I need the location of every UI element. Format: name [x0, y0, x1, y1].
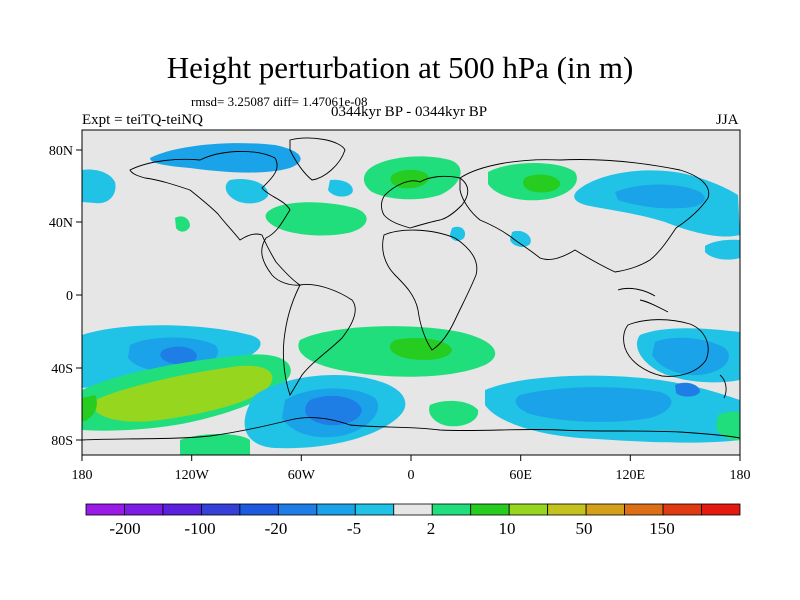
coast-greenland [289, 137, 346, 181]
contour-cyan-epac [705, 239, 740, 260]
lat-ticks [76, 149, 82, 441]
contour-blue-npac [615, 184, 705, 209]
colorbar [85, 503, 741, 516]
colorbar-swatch [277, 503, 318, 516]
colorbar-label: 150 [649, 519, 675, 538]
contour-blue-southern-ocean [515, 387, 672, 422]
colorbar-swatch [124, 503, 164, 516]
contour-green-nam-east [265, 202, 367, 236]
colorbar-swatch [508, 503, 549, 516]
stats-label: rmsd= 3.25087 diff= 1.47061e-08 [191, 94, 368, 109]
lon-tick-label: 60W [288, 468, 316, 483]
lon-tick-label: 180 [72, 468, 93, 483]
colorbar-swatch [547, 503, 587, 516]
coast-indonesia [617, 287, 669, 313]
lon-tick-label: 0 [408, 468, 415, 483]
colorbar-label: -20 [265, 519, 288, 538]
colorbar-swatch [393, 503, 433, 516]
contour-green-antarctic-e [429, 400, 479, 427]
contour-blue-aus-core [675, 382, 700, 397]
season-label: JJA [716, 112, 739, 128]
lat-tick-label: 80S [51, 434, 73, 449]
coast-asia [459, 159, 710, 273]
coast-europe [381, 175, 469, 229]
colorbar-label: 2 [427, 519, 436, 538]
colorbar-swatch [470, 503, 510, 516]
contour-fields [82, 143, 740, 455]
colorbar-swatch [354, 503, 395, 516]
contour-cyan-canada [225, 178, 269, 204]
contour-blue-aus [652, 337, 729, 376]
coast-africa [382, 229, 478, 351]
colorbar-swatch [316, 503, 356, 516]
lat-tick-label: 40N [49, 216, 73, 231]
coast-south-america [282, 284, 356, 397]
colorbar-label: 10 [499, 519, 516, 538]
lon-tick-label: 120E [616, 468, 646, 483]
colorbar-swatch [624, 503, 664, 516]
colorbar-swatch [162, 503, 202, 516]
colorbar-label: -5 [347, 519, 361, 538]
contour-green-siberia-inner [523, 174, 561, 193]
period-label: 0344kyr BP - 0344kyr BP [330, 104, 488, 120]
contour-green-sam-inner [82, 395, 97, 422]
lon-ticks [81, 455, 741, 461]
colorbar-swatch [662, 503, 702, 516]
contour-cyan-atlantic [328, 179, 353, 197]
contour-cyan-arabia [510, 230, 531, 247]
colorbar-label: 50 [576, 519, 593, 538]
colorbar-swatch [85, 503, 125, 516]
contour-blue-arctic [150, 143, 301, 173]
colorbar-label: -200 [109, 519, 140, 538]
colorbar-swatch [239, 503, 279, 516]
experiment-label: Expt = teiTQ-teiNQ [82, 112, 203, 128]
lat-tick-label: 80N [49, 144, 73, 159]
contour-green-antarctic [180, 434, 250, 455]
contour-lime-sam [95, 365, 273, 422]
coastlines [82, 137, 740, 441]
coast-australia [623, 319, 709, 377]
colorbar-label: -100 [184, 519, 215, 538]
coast-new-zealand [719, 374, 727, 399]
colorbar-swatch [431, 503, 472, 516]
contour-cyan-med [450, 226, 466, 241]
coast-antarctica [82, 417, 740, 441]
contour-blue-spac-core [160, 346, 197, 365]
colorbar-swatch [201, 503, 241, 516]
lat-tick-label: 0 [66, 289, 73, 304]
lon-tick-label: 180 [730, 468, 751, 483]
contour-green-satl-inner [389, 338, 452, 360]
contour-green-nz [716, 411, 740, 441]
colorbar-swatch [701, 503, 741, 516]
contour-green-pacific-n [175, 216, 190, 232]
lon-tick-label: 120W [175, 468, 210, 483]
lat-tick-label: 40S [51, 362, 73, 377]
lon-tick-label: 60E [509, 468, 532, 483]
contour-cyan-nwpac [82, 169, 116, 204]
colorbar-swatch [585, 503, 625, 516]
contour-green-europe-inner [390, 169, 429, 189]
map-title: Height perturbation at 500 hPa (in m) [166, 50, 634, 85]
